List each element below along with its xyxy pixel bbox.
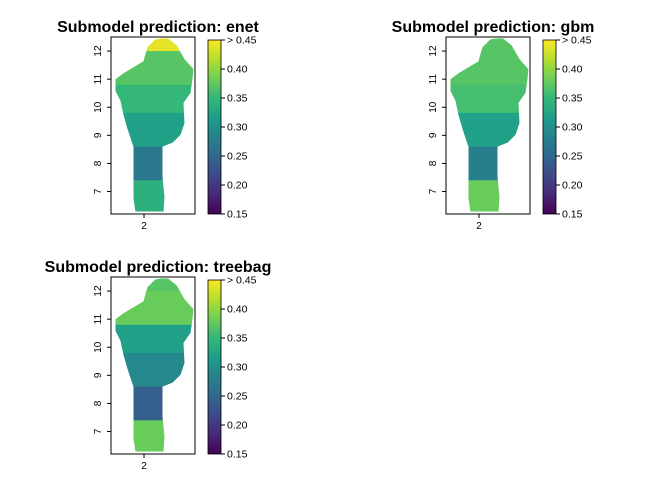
y-tick-label: 11 (93, 74, 104, 85)
map-panel-2: Submodel prediction: gbm 7 8 9 10 11 12 2 0.15 0.… (392, 19, 595, 232)
y-tick-label: 11 (93, 314, 104, 325)
raster-band (450, 51, 529, 86)
plot-frame (445, 36, 531, 215)
color-legend-bar (207, 39, 222, 215)
map-outline (114, 36, 195, 213)
legend-tick-label: 0.35 (227, 93, 248, 105)
y-tick-label: 9 (93, 372, 104, 378)
y-tick-label: 9 (93, 132, 104, 138)
map-outline (114, 276, 195, 453)
x-tick-label: 2 (476, 221, 482, 232)
legend-tick-label: 0.25 (562, 151, 583, 163)
map-outline (449, 36, 530, 213)
plot-frame (110, 276, 196, 455)
raster-band (115, 146, 194, 181)
y-tick-label: 12 (93, 45, 104, 57)
y-tick-label: 7 (428, 188, 439, 194)
y-tick-label: 8 (93, 160, 104, 166)
legend-tick-label: 0.15 (227, 209, 248, 221)
map-panel-1: Submodel prediction: enet 7 8 9 10 11 12 2 0.15 0… (57, 19, 259, 232)
raster-map (115, 38, 194, 212)
raster-band (115, 84, 194, 114)
plot-frame (110, 36, 196, 215)
color-legend-bar (542, 39, 557, 215)
color-legend-bar (207, 279, 222, 455)
panel-title: Submodel prediction: gbm (392, 19, 595, 36)
x-tick-label: 2 (141, 221, 147, 232)
legend-tick-label: 0.25 (227, 391, 248, 403)
legend-tick-label: 0.20 (227, 420, 248, 432)
legend-tick-label: 0.40 (227, 304, 248, 316)
raster-map (450, 38, 529, 212)
x-tick-label: 2 (141, 461, 147, 472)
y-tick-label: 12 (428, 45, 439, 57)
raster-band (115, 386, 194, 421)
legend-tick-label: 0.15 (562, 209, 583, 221)
raster-band (115, 51, 194, 86)
raster-band (115, 324, 194, 354)
legend-tick-label: > 0.45 (227, 275, 257, 287)
y-tick-label: 10 (428, 101, 439, 113)
raster-band (115, 291, 194, 326)
raster-band (450, 84, 529, 114)
legend-tick-label: 0.20 (227, 180, 248, 192)
y-tick-label: 11 (428, 74, 439, 85)
legend-tick-label: > 0.45 (227, 35, 257, 47)
y-tick-label: 12 (93, 285, 104, 297)
raster-band (115, 420, 194, 452)
panel-title: Submodel prediction: treebag (45, 259, 272, 276)
legend-tick-label: 0.35 (227, 333, 248, 345)
legend-tick-label: 0.40 (562, 64, 583, 76)
legend-tick-label: 0.30 (227, 362, 248, 374)
raster-band (450, 180, 529, 212)
raster-map (115, 278, 194, 452)
y-tick-label: 10 (93, 101, 104, 113)
legend-tick-label: 0.20 (562, 180, 583, 192)
y-tick-label: 8 (93, 400, 104, 406)
map-panel-3: Submodel prediction: treebag 7 8 9 10 11 12 2 0.… (45, 259, 272, 472)
raster-band (115, 180, 194, 212)
legend-tick-label: 0.35 (562, 93, 583, 105)
y-tick-label: 10 (93, 341, 104, 353)
legend-tick-label: 0.30 (227, 122, 248, 134)
y-tick-label: 7 (93, 428, 104, 434)
legend-tick-label: 0.25 (227, 151, 248, 163)
panel-title: Submodel prediction: enet (57, 19, 259, 36)
y-tick-label: 8 (428, 160, 439, 166)
y-tick-label: 7 (93, 188, 104, 194)
y-tick-label: 9 (428, 132, 439, 138)
legend-tick-label: 0.15 (227, 449, 248, 461)
legend-tick-label: 0.40 (227, 64, 248, 76)
legend-tick-label: 0.30 (562, 122, 583, 134)
legend-tick-label: > 0.45 (562, 35, 592, 47)
raster-band (450, 146, 529, 181)
